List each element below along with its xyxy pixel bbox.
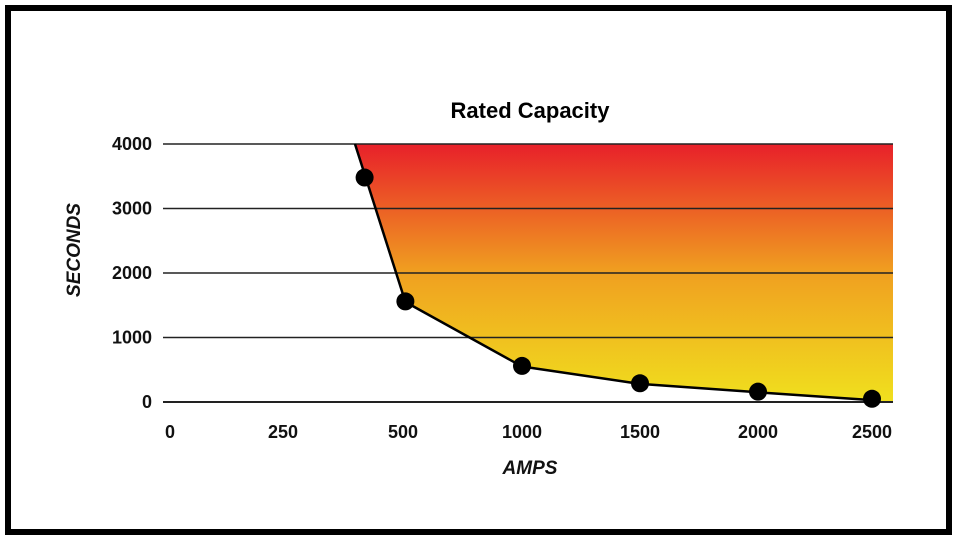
y-tick-label: 1000 bbox=[112, 328, 152, 348]
x-tick-label: 0 bbox=[165, 422, 175, 442]
x-axis-title: AMPS bbox=[502, 458, 558, 479]
data-point bbox=[631, 374, 649, 393]
x-tick-label: 500 bbox=[388, 422, 418, 442]
data-point bbox=[749, 382, 767, 401]
data-point bbox=[863, 389, 881, 408]
x-tick-label: 1500 bbox=[620, 422, 660, 442]
data-point bbox=[396, 292, 415, 311]
capacity-curve bbox=[353, 143, 873, 402]
y-tick-label: 4000 bbox=[112, 134, 152, 154]
x-tick-label: 2000 bbox=[738, 422, 778, 442]
y-axis-title: SECONDS bbox=[64, 203, 85, 297]
x-tick-label: 1000 bbox=[502, 422, 542, 442]
data-point bbox=[355, 168, 374, 187]
chart-title: Rated Capacity bbox=[451, 98, 611, 123]
y-tick-label: 3000 bbox=[112, 199, 152, 219]
data-point bbox=[513, 356, 531, 375]
chart: Rated Capacity 0 1000 2000 3000 4000 0 250 500 1… bbox=[64, 98, 893, 479]
x-tick-label: 2500 bbox=[852, 422, 892, 442]
x-tick-label: 250 bbox=[268, 422, 298, 442]
y-tick-label: 0 bbox=[142, 392, 152, 412]
y-tick-label: 2000 bbox=[112, 263, 152, 283]
